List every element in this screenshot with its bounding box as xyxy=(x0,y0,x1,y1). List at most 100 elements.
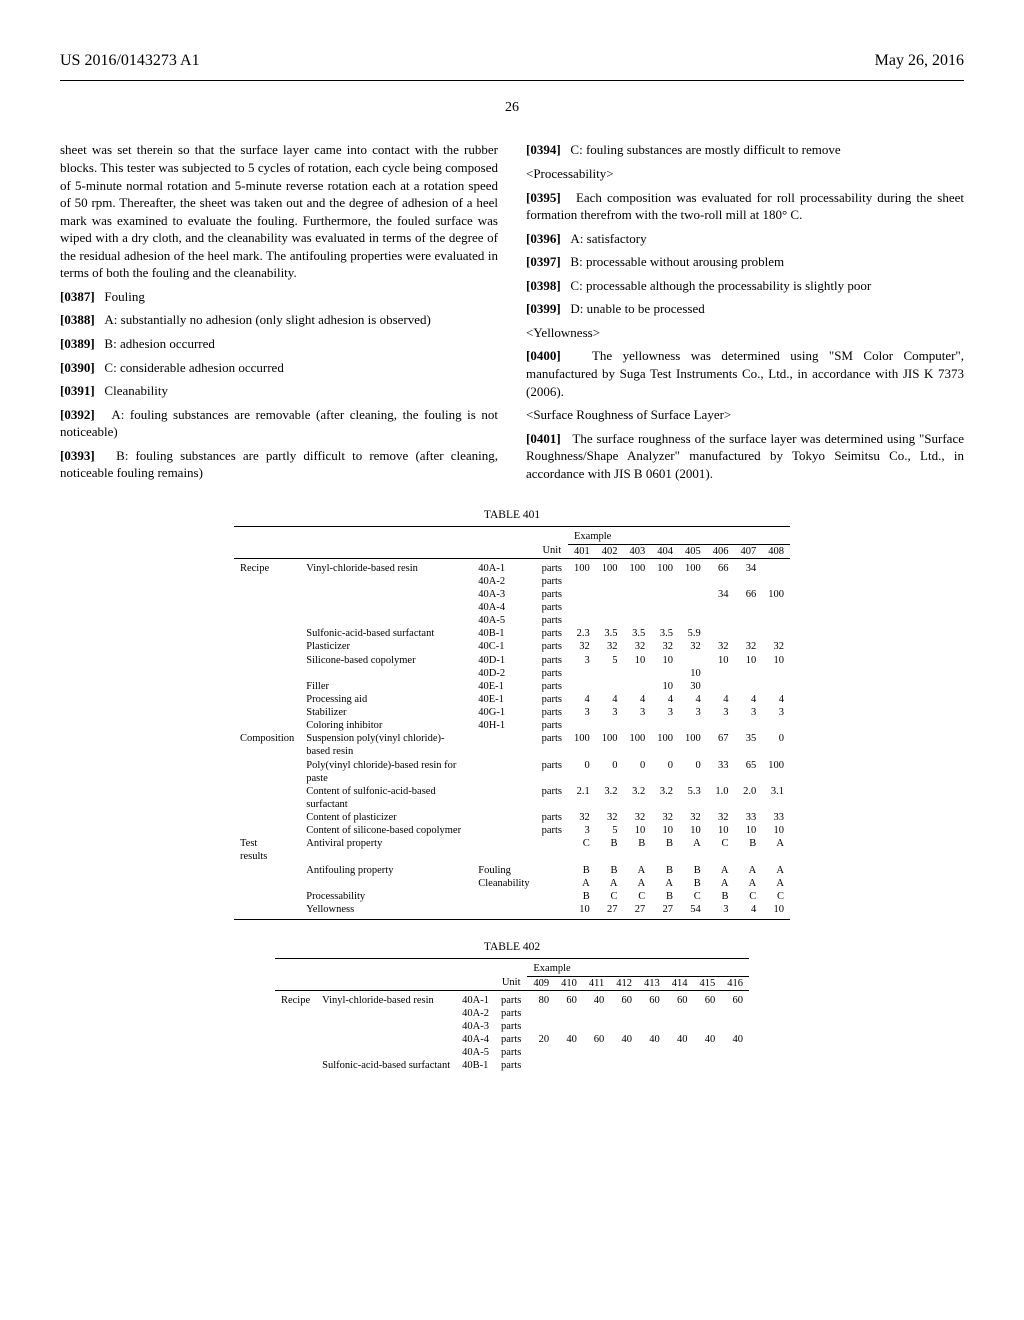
value-cell: 27 xyxy=(596,903,624,916)
col-header: 411 xyxy=(583,976,610,990)
para-0393: [0393] B: fouling substances are partly … xyxy=(60,447,498,482)
value-cell: 0 xyxy=(679,759,707,785)
unit-cell: parts xyxy=(495,994,527,1007)
para-text: C: fouling substances are mostly difficu… xyxy=(570,142,840,157)
para-text: A: fouling substances are removable (aft… xyxy=(60,407,498,440)
para-num: [0397] xyxy=(526,254,561,269)
para-text: C: considerable adhesion occurred xyxy=(104,360,283,375)
group-cell xyxy=(275,1033,316,1046)
value-cell: 3 xyxy=(679,706,707,719)
value-cell: 4 xyxy=(707,693,735,706)
sub-cell: 40A-3 xyxy=(472,588,535,601)
value-cell: A xyxy=(762,837,790,863)
sub-cell: 40B-1 xyxy=(472,627,535,640)
heading-yellowness: <Yellowness> xyxy=(526,324,964,342)
group-cell xyxy=(234,601,300,614)
group-cell xyxy=(234,575,300,588)
table-row: TestresultsAntiviral propertyCBBBACBA xyxy=(234,837,790,863)
value-cell: 100 xyxy=(596,732,624,758)
table-row: Content of plasticizerparts3232323232323… xyxy=(234,811,790,824)
table-row: Content of silicone-based copolymerparts… xyxy=(234,824,790,837)
value-cell xyxy=(568,601,596,614)
page-number: 26 xyxy=(60,99,964,118)
value-cell: 32 xyxy=(679,811,707,824)
value-cell xyxy=(596,601,624,614)
value-cell xyxy=(555,1020,583,1033)
value-cell: 10 xyxy=(762,903,790,916)
value-cell: B xyxy=(651,837,679,863)
value-cell: 32 xyxy=(762,640,790,653)
value-cell: 32 xyxy=(596,811,624,824)
table-row: Coloring inhibitor40H-1parts xyxy=(234,719,790,732)
value-cell: 27 xyxy=(624,903,652,916)
value-cell xyxy=(735,627,763,640)
value-cell xyxy=(694,1059,722,1072)
value-cell: 66 xyxy=(707,562,735,575)
unit-cell: parts xyxy=(536,575,568,588)
sub-cell: Cleanability xyxy=(472,877,535,890)
value-cell: 2.3 xyxy=(568,627,596,640)
value-cell: 10 xyxy=(707,654,735,667)
value-cell: 65 xyxy=(735,759,763,785)
value-cell xyxy=(679,575,707,588)
value-cell xyxy=(624,680,652,693)
value-cell xyxy=(610,1020,638,1033)
value-cell: 33 xyxy=(762,811,790,824)
value-cell xyxy=(679,719,707,732)
para-text: Fouling xyxy=(104,289,144,304)
table-row: Silicone-based copolymer40D-1parts351010… xyxy=(234,654,790,667)
value-cell: 2.0 xyxy=(735,785,763,811)
unit-cell: parts xyxy=(536,614,568,627)
value-cell: 0 xyxy=(568,759,596,785)
para-text: Each composition was evaluated for roll … xyxy=(526,190,964,223)
unit-header: Unit xyxy=(495,976,527,990)
table-402: TABLE 402 ExampleUnit4094104114124134144… xyxy=(60,940,964,1072)
value-cell: B xyxy=(568,864,596,877)
para-0396: [0396] A: satisfactory xyxy=(526,230,964,248)
table-row: RecipeVinyl-chloride-based resin40A-1par… xyxy=(275,994,749,1007)
value-cell: 34 xyxy=(707,588,735,601)
lead-paragraph: sheet was set therein so that the surfac… xyxy=(60,141,498,281)
col-header: 402 xyxy=(596,544,624,558)
sub-cell: 40E-1 xyxy=(472,680,535,693)
para-0388: [0388] A: substantially no adhesion (onl… xyxy=(60,311,498,329)
value-cell: 5.3 xyxy=(679,785,707,811)
table-row: Antifouling propertyFoulingBBABBAAA xyxy=(234,864,790,877)
sub-cell: 40A-4 xyxy=(472,601,535,614)
value-cell: 40 xyxy=(694,1033,722,1046)
para-text: The yellowness was determined using "SM … xyxy=(526,348,964,398)
value-cell: 100 xyxy=(651,732,679,758)
value-cell: B xyxy=(651,864,679,877)
value-cell xyxy=(651,614,679,627)
sub-cell: 40G-1 xyxy=(472,706,535,719)
value-cell: B xyxy=(651,890,679,903)
value-cell: A xyxy=(624,864,652,877)
value-cell: B xyxy=(679,877,707,890)
value-cell xyxy=(666,1059,694,1072)
para-text: B: fouling substances are partly difficu… xyxy=(60,448,498,481)
value-cell: 3 xyxy=(651,706,679,719)
value-cell: 3 xyxy=(735,706,763,719)
sub-cell: 40A-1 xyxy=(472,562,535,575)
para-text: The surface roughness of the surface lay… xyxy=(526,431,964,481)
value-cell: 3 xyxy=(707,706,735,719)
sub-cell: 40A-2 xyxy=(472,575,535,588)
value-cell: 4 xyxy=(735,903,763,916)
value-cell: 5 xyxy=(596,824,624,837)
label-cell: Content of plasticizer xyxy=(300,811,472,824)
col-header: 408 xyxy=(762,544,790,558)
para-num: [0395] xyxy=(526,190,561,205)
value-cell xyxy=(721,1020,749,1033)
value-cell: 4 xyxy=(762,693,790,706)
sub-cell: 40A-5 xyxy=(456,1046,495,1059)
para-num: [0394] xyxy=(526,142,561,157)
value-cell: 32 xyxy=(707,811,735,824)
value-cell: 4 xyxy=(651,693,679,706)
table-row: 40A-5parts xyxy=(275,1046,749,1059)
value-cell xyxy=(624,575,652,588)
sub-cell: Fouling xyxy=(472,864,535,877)
para-num: [0398] xyxy=(526,278,561,293)
label-cell: Antifouling property xyxy=(300,864,472,877)
value-cell: 10 xyxy=(651,680,679,693)
value-cell xyxy=(762,627,790,640)
